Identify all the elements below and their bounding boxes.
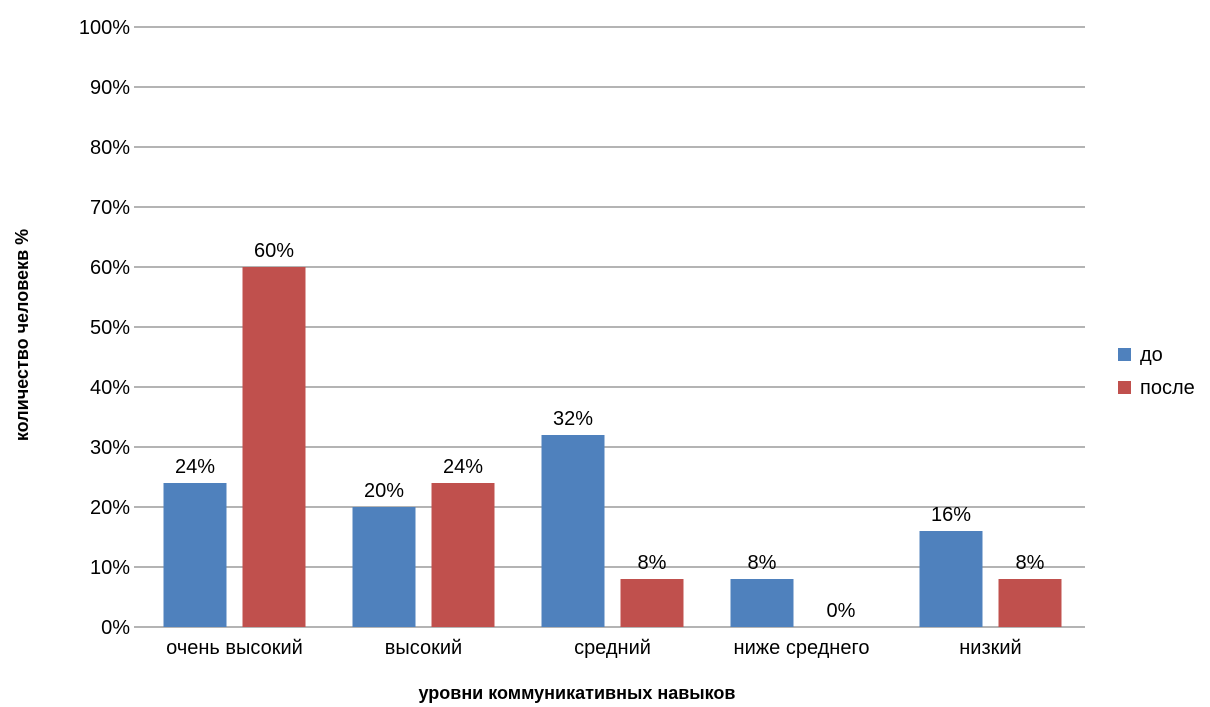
- y-tick-label: 40%: [90, 377, 130, 399]
- y-tick-label: 10%: [90, 557, 130, 579]
- data-label: 32%: [553, 408, 593, 430]
- data-label: 8%: [748, 552, 777, 574]
- y-tick-label: 0%: [101, 617, 130, 639]
- bar: [620, 579, 684, 627]
- y-tick-label: 20%: [90, 497, 130, 519]
- data-label: 8%: [1016, 552, 1045, 574]
- bar: [163, 483, 227, 627]
- data-label: 8%: [638, 552, 667, 574]
- y-tick-label: 50%: [90, 317, 130, 339]
- legend-swatch: [1118, 348, 1131, 361]
- x-category-label: ниже среднего: [734, 637, 870, 659]
- y-axis-title: количество человекв %: [12, 229, 32, 441]
- data-label: 24%: [175, 456, 215, 478]
- y-tick-label: 60%: [90, 257, 130, 279]
- y-tick-label: 80%: [90, 137, 130, 159]
- data-label: 16%: [931, 504, 971, 526]
- bar: [431, 483, 495, 627]
- bar: [998, 579, 1062, 627]
- x-axis-categories: очень высокий высокий средний ниже среднего…: [166, 637, 1022, 659]
- data-label: 20%: [364, 480, 404, 502]
- bar: [730, 579, 794, 627]
- y-tick-label: 70%: [90, 197, 130, 219]
- y-tick-label: 90%: [90, 77, 130, 99]
- legend-swatch: [1118, 381, 1131, 394]
- legend-label: после: [1140, 377, 1195, 399]
- y-tick-label: 100%: [79, 17, 130, 39]
- y-axis-ticks: 0% 10% 20% 30% 40% 50% 60% 70% 80% 90% 100%: [79, 17, 130, 639]
- legend: до после: [1118, 344, 1195, 399]
- x-axis-title: уровни коммуникативных навыков: [418, 683, 735, 703]
- x-category-label: высокий: [385, 637, 462, 659]
- y-tick-label: 30%: [90, 437, 130, 459]
- x-category-label: очень высокий: [166, 637, 303, 659]
- x-category-label: низкий: [959, 637, 1021, 659]
- bars: [163, 267, 1062, 627]
- data-label: 0%: [827, 600, 856, 622]
- bar: [919, 531, 983, 627]
- bar: [541, 435, 605, 627]
- bar: [352, 507, 416, 627]
- legend-label: до: [1140, 344, 1163, 366]
- data-label: 60%: [254, 240, 294, 262]
- data-labels: 24% 60% 20% 24% 32% 8% 8% 0% 16% 8%: [175, 240, 1045, 622]
- data-label: 24%: [443, 456, 483, 478]
- x-category-label: средний: [574, 637, 651, 659]
- bar: [242, 267, 306, 627]
